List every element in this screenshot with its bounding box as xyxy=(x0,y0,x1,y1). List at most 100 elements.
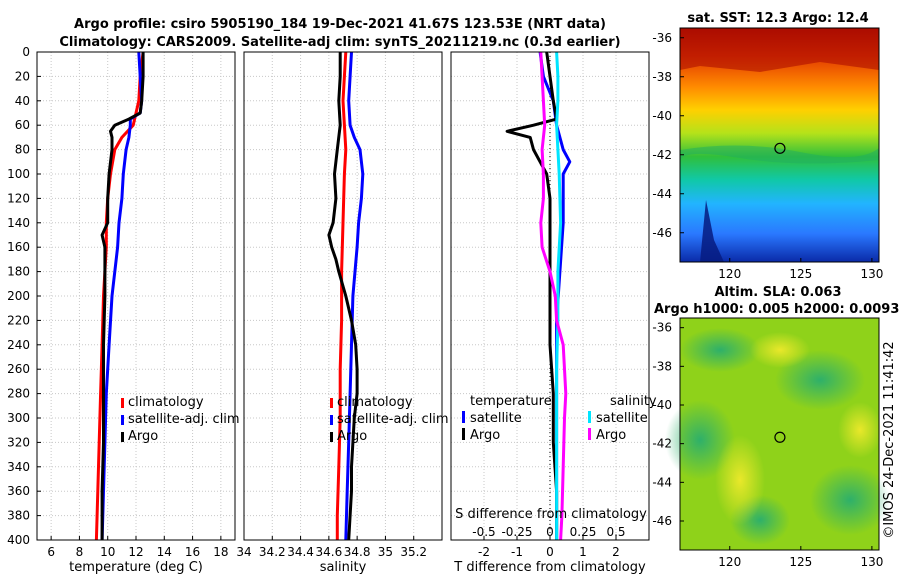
y-tick-label: 120 xyxy=(7,191,30,205)
y-tick-label: 100 xyxy=(7,167,30,181)
map-y-tick-label: -46 xyxy=(652,514,672,528)
map-y-tick-label: -44 xyxy=(652,475,672,489)
series-line-argo xyxy=(100,52,145,540)
sst-map-box xyxy=(679,27,880,263)
salinity-panel: 34 34.2 34.4 34.6 34.8 35 35.2 salinity climat… xyxy=(236,51,449,575)
x-tick-label: 34.2 xyxy=(259,545,286,559)
y-tick-label: 80 xyxy=(15,143,30,157)
sla-high-2 xyxy=(715,435,765,525)
series-line-temperature-argo xyxy=(505,51,559,540)
map-y-tick-label: -44 xyxy=(652,187,672,201)
x-tick-label: 34.4 xyxy=(287,545,314,559)
x-tick-label: 2 xyxy=(612,545,620,559)
map-y-tick-label: -40 xyxy=(652,398,672,412)
legend-swatch-temp-argo xyxy=(462,428,465,440)
sst-warm-band xyxy=(680,28,879,72)
sla-map-title: Altim. SLA: 0.063 xyxy=(715,285,842,300)
y-tick-label: 260 xyxy=(7,362,30,376)
series-line-satellite-adj-clim xyxy=(344,51,365,541)
sla-high-1 xyxy=(750,332,810,368)
map-y-tick-label: -42 xyxy=(652,437,672,451)
y-tick-label: 160 xyxy=(7,240,30,254)
sla-high-3 xyxy=(838,402,882,458)
difference-s-ticks: -0.5 -0.25 0 0.25 0.5 xyxy=(472,525,625,539)
sla-eddy-3 xyxy=(665,400,735,480)
s-tick-label: 0 xyxy=(546,525,554,539)
x-tick-label: 0 xyxy=(546,545,554,559)
legend-swatch-argo xyxy=(330,432,333,442)
map-y-tick-label: -38 xyxy=(652,70,672,84)
legend-swatch-argo xyxy=(121,432,124,442)
x-tick-label: 34 xyxy=(236,545,251,559)
y-tick-label: 320 xyxy=(7,435,30,449)
y-tick-label: 380 xyxy=(7,509,30,523)
legend-label-satellite: satellite-adj. clim xyxy=(128,412,240,427)
x-tick-label: 6 xyxy=(47,545,55,559)
s-difference-label: S difference from climatology xyxy=(455,507,647,522)
s-tick-label: -0.5 xyxy=(472,525,495,539)
sla-argo-marker xyxy=(774,431,786,443)
temperature-legend: climatology satellite-adj. clim Argo xyxy=(121,395,240,444)
legend-swatch-temp-satellite xyxy=(462,411,465,423)
y-tick-label: 0 xyxy=(22,45,30,59)
x-tick-label: 12 xyxy=(128,545,143,559)
sst-map-ticks: -36 -38 -40 -42 -44 -46 120 125 130 xyxy=(652,31,883,281)
map-y-tick-label: -36 xyxy=(652,321,672,335)
argo-location-marker xyxy=(774,431,786,443)
map-y-tick-label: -42 xyxy=(652,148,672,162)
temperature-grid xyxy=(37,52,235,540)
series-line-climatology xyxy=(335,51,348,540)
y-tick-label: 340 xyxy=(7,460,30,474)
legend-label-satellite: satellite-adj. clim xyxy=(337,412,449,427)
sla-map: Altim. SLA: 0.063 Argo h1000: 0.005 h200… xyxy=(652,285,899,569)
map-x-tick-label: 125 xyxy=(789,267,812,281)
x-tick-label: -2 xyxy=(478,545,490,559)
legend-label-climatology: climatology xyxy=(128,395,204,410)
map-y-tick-label: -36 xyxy=(652,31,672,45)
y-tick-label: 220 xyxy=(7,313,30,327)
legend-swatch-sal-argo xyxy=(588,428,591,440)
y-tick-label: 300 xyxy=(7,411,30,425)
y-tick-label: 400 xyxy=(7,533,30,547)
legend-swatch-satellite xyxy=(121,415,124,425)
sst-map: sat. SST: 12.3 Argo: 12.4 -36 -38 -40 -42 -4… xyxy=(652,11,883,281)
x-tick-label: 14 xyxy=(157,545,172,559)
temperature-xlabel: temperature (deg C) xyxy=(69,560,203,575)
x-tick-label: -1 xyxy=(511,545,523,559)
x-tick-label: 34.6 xyxy=(315,545,342,559)
map-y-tick-label: -38 xyxy=(652,359,672,373)
sla-eddy-2 xyxy=(775,350,865,410)
legend-label-temp-argo: Argo xyxy=(470,428,500,443)
legend-label-argo: Argo xyxy=(128,429,158,444)
legend-swatch-climatology xyxy=(121,398,124,408)
sst-cold-patch xyxy=(700,200,724,262)
difference-legend: temperature satellite Argo salinity sate… xyxy=(462,394,657,443)
salinity-x-ticks: 34 34.2 34.4 34.6 34.8 35 35.2 xyxy=(236,536,427,559)
legend-label-climatology: climatology xyxy=(337,395,413,410)
y-tick-label: 200 xyxy=(7,289,30,303)
series-line-salinity-satellite xyxy=(555,51,563,540)
salinity-grid xyxy=(243,52,442,540)
y-tick-label: 360 xyxy=(7,484,30,498)
legend-label-sal-argo: Argo xyxy=(596,428,626,443)
y-tick-label: 280 xyxy=(7,387,30,401)
sla-map-box xyxy=(679,317,880,551)
sla-map-subtitle: Argo h1000: 0.005 h2000: 0.0093 xyxy=(654,302,899,317)
map-x-tick-label: 130 xyxy=(860,555,883,569)
sst-argo-marker xyxy=(774,142,786,154)
sla-eddy-4 xyxy=(810,465,890,535)
salinity-axes-box xyxy=(243,51,443,541)
y-tick-label: 240 xyxy=(7,338,30,352)
header-line-2: Climatology: CARS2009. Satellite-adj cli… xyxy=(59,35,620,50)
legend-label-sal-satellite: satellite xyxy=(596,411,648,426)
x-tick-label: 35 xyxy=(378,545,393,559)
sst-map-title: sat. SST: 12.3 Argo: 12.4 xyxy=(687,11,868,26)
x-tick-label: 34.8 xyxy=(344,545,371,559)
imos-credit: ©IMOS 24-Dec-2021 11:41:42 xyxy=(882,341,897,538)
legend-title-temperature: temperature xyxy=(470,394,552,409)
x-tick-label: 35.2 xyxy=(400,545,427,559)
difference-series xyxy=(505,51,572,541)
y-tick-label: 140 xyxy=(7,216,30,230)
legend-swatch-satellite xyxy=(330,415,333,425)
